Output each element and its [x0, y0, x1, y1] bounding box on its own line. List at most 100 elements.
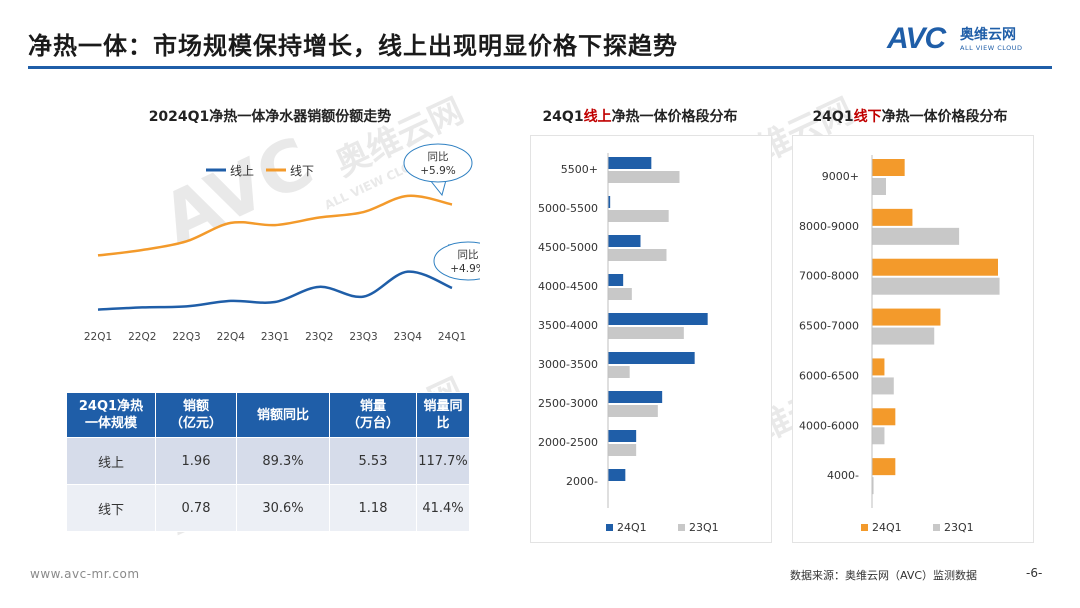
bar-current: [608, 157, 652, 169]
header-divider: [28, 66, 1052, 69]
logo-chinese-name: 奥维云网: [960, 27, 1016, 43]
table-cell: 0.78: [155, 484, 237, 532]
bar-current: [608, 313, 708, 325]
bar-current: [608, 469, 626, 481]
bar-current: [608, 274, 624, 286]
online-legend: 24Q1 23Q1: [606, 521, 719, 534]
bar-previous: [608, 444, 637, 456]
online-bars: 5500+ 5000-5500 4500-5000 4000-4500 3500-400…: [538, 153, 708, 508]
table-cell: 线下: [66, 484, 156, 532]
bar-previous: [608, 210, 669, 222]
bar-current: [872, 458, 896, 476]
table-header: 销额同比: [236, 392, 330, 438]
callout-bubble: [403, 143, 473, 183]
table-cell: 线上: [66, 437, 156, 485]
online-chart-title: 24Q1线上净热一体价格段分布: [542, 108, 737, 125]
bar-current: [608, 391, 663, 403]
table-cell: 1.18: [329, 484, 417, 532]
table-cell: 1.96: [155, 437, 237, 485]
offline-price-band-chart: 24Q1线下净热一体价格段分布 9000+ 8000-9000 7000-8000 6…: [799, 108, 1008, 534]
y-tick-label: 6000-6500: [799, 369, 859, 382]
line-series-2: [97, 194, 453, 257]
bar-previous: [872, 227, 960, 245]
table-header-row: 24Q1净热 一体规模 销额 （亿元） 销额同比 销量 （万台） 销量同比: [66, 392, 470, 438]
y-tick-label: 2000-: [566, 475, 598, 488]
bar-previous: [608, 327, 684, 339]
table-cell: 5.53: [329, 437, 417, 485]
y-tick-label: 8000-9000: [799, 220, 859, 233]
line-x-axis: 22Q1 22Q2 22Q3 22Q4 23Q1 23Q2 23Q3 23Q4 24Q1: [84, 331, 466, 343]
x-tick-label: 22Q3: [172, 331, 200, 343]
legend-swatch: [933, 524, 940, 531]
page-title: 净热一体：市场规模保持增长，线上出现明显价格下探趋势: [28, 32, 678, 60]
page-number: -6-: [1026, 566, 1043, 580]
legend-label: 线下: [290, 164, 314, 178]
x-tick-label: 24Q1: [438, 331, 466, 343]
y-tick-label: 9000+: [822, 170, 859, 183]
callout-value: +5.9%: [420, 165, 455, 177]
callout-value: +4.9%: [450, 263, 480, 275]
bar-current: [872, 408, 896, 426]
table-header: 销量同比: [416, 392, 470, 438]
bar-previous: [872, 327, 935, 345]
legend-swatch: [606, 524, 613, 531]
online-price-band-chart: 24Q1线上净热一体价格段分布 5500+ 5000-5500 4500-5000 4…: [538, 108, 738, 534]
bar-current: [608, 196, 611, 208]
legend-label: 23Q1: [689, 521, 719, 534]
callout-bubble: [433, 241, 480, 281]
table-row: 线上 1.96 89.3% 5.53 117.7%: [66, 437, 470, 485]
table-cell: 89.3%: [236, 437, 330, 485]
offline-bars: 9000+ 8000-9000 7000-8000 6500-7000 6000-650…: [799, 155, 1000, 508]
table-header: 销额 （亿元）: [155, 392, 237, 438]
bar-current: [872, 159, 905, 176]
x-tick-label: 23Q3: [349, 331, 377, 343]
y-tick-label: 2500-3000: [538, 397, 598, 410]
scale-table: 24Q1净热 一体规模 销额 （亿元） 销额同比 销量 （万台） 销量同比 线上 1.…: [66, 392, 470, 532]
offline-legend: 24Q1 23Q1: [861, 521, 974, 534]
logo-english-name: ALL VIEW CLOUD: [960, 44, 1023, 52]
callout-label: 同比: [458, 248, 479, 261]
table-header: 销量 （万台）: [329, 392, 417, 438]
y-tick-label: 4000-4500: [538, 280, 598, 293]
x-tick-label: 22Q1: [84, 331, 112, 343]
bar-previous: [608, 288, 632, 300]
line-callouts: 同比 +5.9% 同比 +4.9%: [403, 143, 480, 281]
bar-current: [608, 430, 637, 442]
line-legend: 线上 线下: [206, 164, 314, 178]
bar-previous: [872, 277, 1000, 295]
avc-logo: AVC 奥维云网 ALL VIEW CLOUD: [887, 22, 1052, 58]
offline-title-emph: 线下: [854, 108, 882, 125]
y-tick-label: 5000-5500: [538, 202, 598, 215]
website-link[interactable]: www.avc-mr.com: [30, 567, 140, 581]
y-tick-label: 2000-2500: [538, 436, 598, 449]
table-header: 24Q1净热 一体规模: [66, 392, 156, 438]
y-tick-label: 6500-7000: [799, 320, 859, 333]
bar-previous: [608, 171, 680, 183]
logo-avc-text: AVC: [887, 22, 946, 55]
legend-swatch: [861, 524, 868, 531]
table-cell: 41.4%: [416, 484, 470, 532]
x-tick-label: 23Q2: [305, 331, 333, 343]
legend-label: 23Q1: [944, 521, 974, 534]
legend-label: 24Q1: [872, 521, 902, 534]
bar-current: [608, 235, 641, 247]
y-tick-label: 7000-8000: [799, 270, 859, 283]
bar-previous: [608, 405, 658, 417]
bar-current: [872, 258, 998, 276]
y-tick-label: 4500-5000: [538, 241, 598, 254]
x-tick-label: 23Q4: [394, 331, 423, 343]
bar-current: [872, 358, 885, 376]
y-tick-label: 3000-3500: [538, 358, 598, 371]
bar-current: [608, 352, 695, 364]
x-tick-label: 22Q4: [217, 331, 246, 343]
bar-previous: [872, 427, 885, 445]
legend-swatch: [678, 524, 685, 531]
bar-current: [872, 308, 941, 326]
line-chart: 2024Q1净热一体净水器销额份额走势 线上 线下 22Q1 22Q2 22Q3 22Q…: [84, 108, 480, 343]
bar-current: [872, 208, 913, 226]
bar-previous: [608, 366, 630, 378]
y-tick-label: 5500+: [561, 163, 598, 176]
legend-label: 线上: [230, 164, 254, 178]
data-source-note: 数据来源：奥维云网（AVC）监测数据: [790, 569, 978, 582]
offline-chart-title: 24Q1线下净热一体价格段分布: [812, 108, 1007, 125]
